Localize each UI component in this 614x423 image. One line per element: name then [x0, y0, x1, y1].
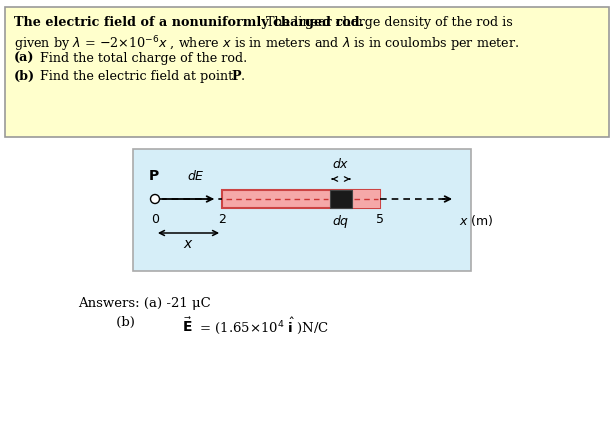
Text: = (1.65$\times$10$^{4}$ $\hat{\mathbf{i}}$ )N/C: = (1.65$\times$10$^{4}$ $\hat{\mathbf{i}… — [195, 316, 329, 336]
Text: $dx$: $dx$ — [332, 157, 350, 171]
Text: 5: 5 — [376, 213, 384, 226]
Text: (a): (a) — [14, 52, 34, 65]
Text: The linear charge density of the rod is: The linear charge density of the rod is — [262, 16, 513, 29]
Circle shape — [150, 195, 160, 203]
Text: Answers: (a) -21 μC: Answers: (a) -21 μC — [78, 297, 211, 310]
Text: Find the total charge of the rod.: Find the total charge of the rod. — [36, 52, 247, 65]
Text: Find the electric field at point: Find the electric field at point — [36, 70, 237, 83]
Text: .: . — [241, 70, 245, 83]
Text: $x$: $x$ — [183, 237, 194, 251]
Text: given by $\lambda$ = $-$2$\times$10$^{-6}$$x$ , where $x$ is in meters and $\lam: given by $\lambda$ = $-$2$\times$10$^{-6… — [14, 34, 519, 54]
Text: The electric field of a nonuniformly charged rod.: The electric field of a nonuniformly cha… — [14, 16, 364, 29]
Text: $dE$: $dE$ — [187, 169, 205, 183]
Text: 0: 0 — [151, 213, 159, 226]
Bar — [222, 190, 380, 208]
Text: $dq$: $dq$ — [332, 213, 350, 230]
Text: $\vec{\mathbf{E}}$: $\vec{\mathbf{E}}$ — [182, 316, 193, 335]
Bar — [330, 190, 352, 208]
Text: P: P — [149, 169, 159, 183]
Text: 2: 2 — [218, 213, 226, 226]
Bar — [5, 7, 609, 137]
Bar — [352, 190, 380, 208]
Text: (b): (b) — [14, 70, 35, 83]
Text: P: P — [231, 70, 241, 83]
Bar — [133, 149, 471, 271]
Text: $x$ (m): $x$ (m) — [459, 213, 494, 228]
Text: (b): (b) — [78, 316, 144, 329]
